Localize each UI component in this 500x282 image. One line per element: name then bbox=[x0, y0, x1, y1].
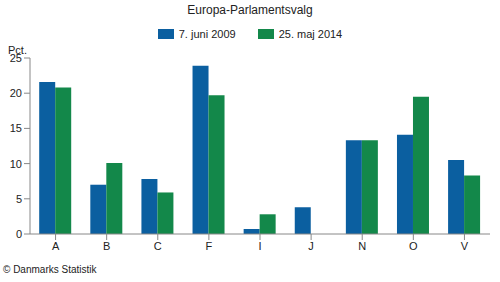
svg-text:10: 10 bbox=[10, 158, 22, 170]
svg-text:I: I bbox=[258, 240, 261, 252]
svg-text:A: A bbox=[52, 240, 60, 252]
svg-text:20: 20 bbox=[10, 87, 22, 99]
svg-text:V: V bbox=[461, 240, 469, 252]
svg-text:5: 5 bbox=[16, 193, 22, 205]
svg-text:O: O bbox=[409, 240, 418, 252]
svg-text:J: J bbox=[308, 240, 314, 252]
svg-text:0: 0 bbox=[16, 228, 22, 240]
svg-text:15: 15 bbox=[10, 122, 22, 134]
svg-text:B: B bbox=[103, 240, 110, 252]
svg-text:N: N bbox=[358, 240, 366, 252]
svg-text:F: F bbox=[206, 240, 213, 252]
svg-text:C: C bbox=[154, 240, 162, 252]
